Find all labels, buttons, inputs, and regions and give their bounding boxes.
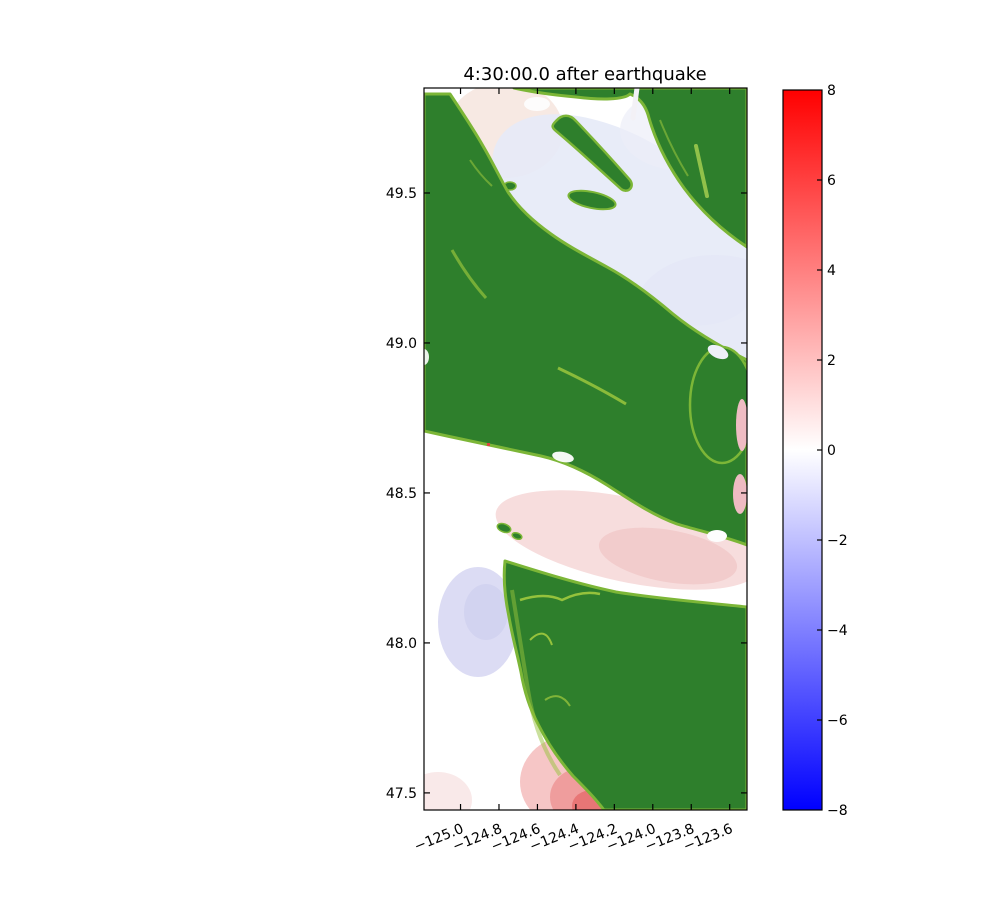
plot-border bbox=[423, 87, 748, 811]
river-detail bbox=[519, 591, 601, 602]
y-tick-label: 47.5 bbox=[386, 786, 417, 802]
colorbar-tick-label: −4 bbox=[827, 623, 848, 639]
colorbar-tick-labels: 8 6 4 2 0 −2 −4 −6 −8 bbox=[827, 83, 848, 819]
colorbar-tick-label: −8 bbox=[827, 803, 848, 819]
mainland-bc-land bbox=[512, 88, 747, 249]
island-valley-detail bbox=[557, 366, 627, 406]
pacific-coastal-water-core bbox=[464, 584, 508, 640]
island-valley-detail bbox=[450, 249, 488, 300]
alberni-inlet-water bbox=[424, 349, 429, 365]
y-tick-label: 49.5 bbox=[386, 186, 417, 202]
olympic-peninsula-land bbox=[502, 559, 747, 810]
y-tick-label: 48.0 bbox=[386, 636, 417, 652]
river-detail bbox=[529, 632, 553, 646]
colorbar bbox=[782, 89, 823, 811]
y-tick-label: 49.0 bbox=[386, 336, 417, 352]
sechelt-inlet-shallow bbox=[694, 144, 709, 198]
colorbar-tick-label: −2 bbox=[827, 533, 848, 549]
lasqueti-island-land bbox=[567, 189, 617, 211]
island-valley-detail bbox=[469, 159, 493, 187]
colorbar-tick-label: −6 bbox=[827, 713, 848, 729]
colorbar-tick-label: 2 bbox=[827, 353, 836, 369]
river-detail bbox=[544, 695, 571, 707]
y-tick-label: 48.5 bbox=[386, 486, 417, 502]
colorbar-ticks bbox=[817, 179, 822, 721]
saanich-inlet-water bbox=[736, 399, 747, 451]
haro-strait-water bbox=[733, 474, 747, 514]
colorbar-tick-label: 4 bbox=[827, 263, 836, 279]
map-area bbox=[424, 88, 747, 810]
juan-de-fuca-east-water bbox=[598, 527, 738, 585]
dungeness-islands-land bbox=[511, 531, 523, 541]
coastal-lowland-detail bbox=[510, 589, 562, 777]
axis-ticks bbox=[424, 88, 747, 810]
southwest-corner-water bbox=[424, 772, 472, 810]
sooke-basin-water bbox=[552, 451, 574, 463]
baynes-sound-water bbox=[524, 97, 550, 111]
jervis-inlet-water bbox=[630, 88, 640, 121]
colorbar-tick-label: 6 bbox=[827, 173, 836, 189]
active-pass-water bbox=[707, 344, 729, 360]
gauge-hotspot-pixel bbox=[487, 443, 490, 446]
gulf-islands-land bbox=[688, 345, 747, 465]
plot-title: 4:30:00.0 after earthquake bbox=[463, 64, 706, 85]
texada-island-land bbox=[551, 114, 633, 192]
colorbar-tick-label: 0 bbox=[827, 443, 836, 459]
mainland-river-detail bbox=[659, 119, 689, 177]
colorbar-tick-label: 8 bbox=[827, 83, 836, 99]
dungeness-islands-land bbox=[496, 522, 512, 534]
vancouver-island-land bbox=[424, 92, 747, 547]
victoria-bay-water bbox=[707, 530, 727, 542]
